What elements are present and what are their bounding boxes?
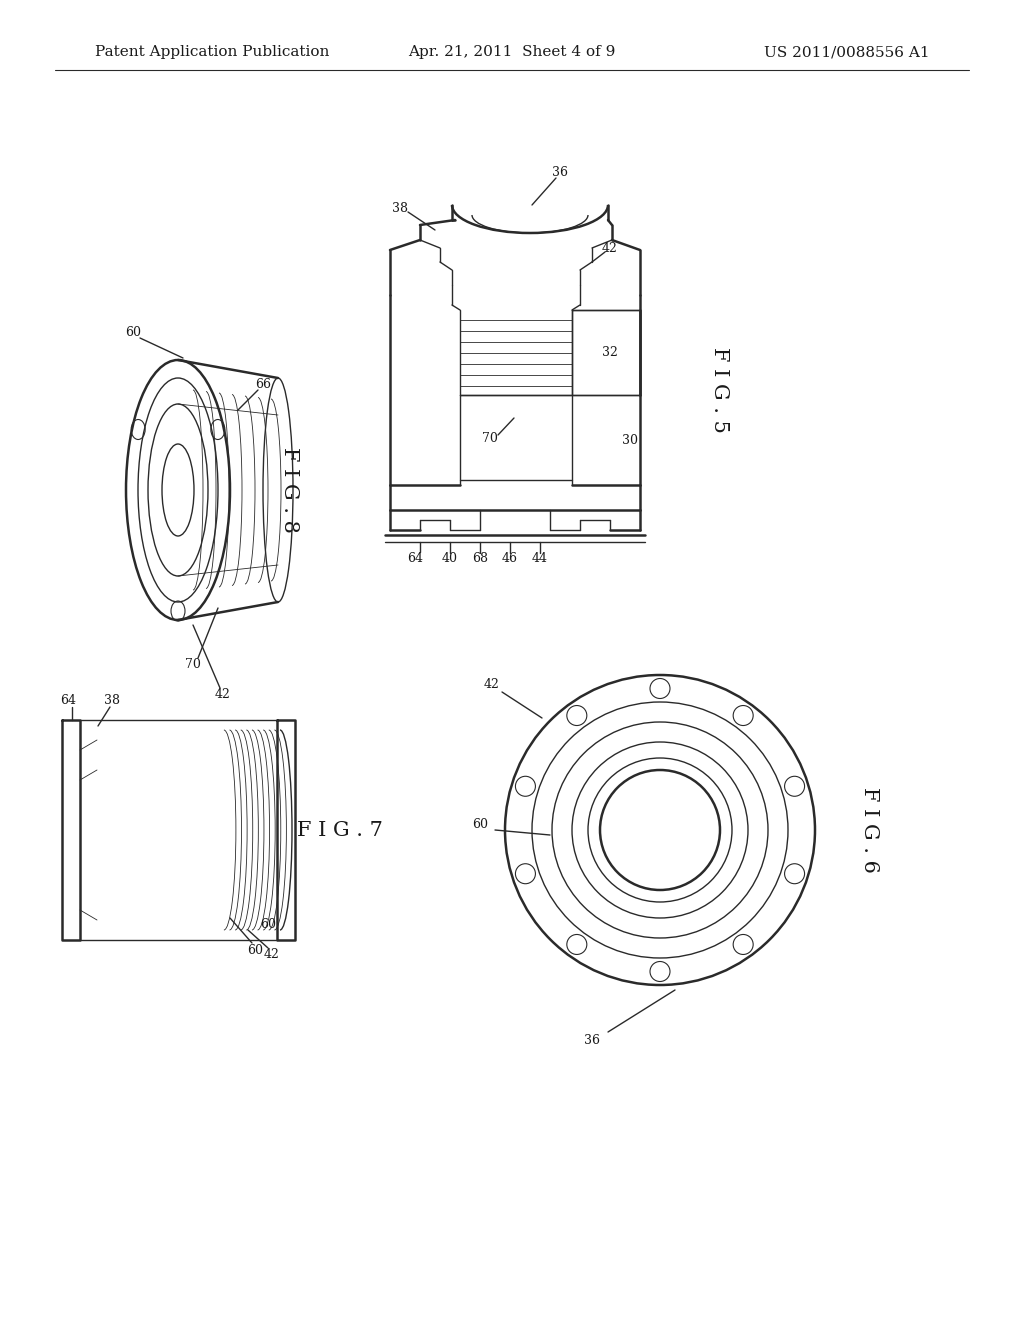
Text: 40: 40: [442, 552, 458, 565]
Text: 42: 42: [602, 242, 617, 255]
Text: 42: 42: [215, 689, 231, 701]
Text: 60: 60: [260, 919, 276, 932]
Text: 68: 68: [472, 552, 488, 565]
Text: 60: 60: [247, 944, 263, 957]
Text: 70: 70: [185, 659, 201, 672]
Text: 60: 60: [125, 326, 141, 338]
Text: 44: 44: [532, 552, 548, 565]
Text: 30: 30: [622, 433, 638, 446]
Text: 38: 38: [104, 693, 120, 706]
Text: F I G . 7: F I G . 7: [297, 821, 383, 840]
Text: 38: 38: [392, 202, 408, 214]
Text: 42: 42: [264, 949, 280, 961]
Text: 32: 32: [602, 346, 617, 359]
Text: F I G . 6: F I G . 6: [860, 787, 880, 873]
Text: 36: 36: [552, 165, 568, 178]
Text: 64: 64: [407, 552, 423, 565]
Text: US 2011/0088556 A1: US 2011/0088556 A1: [764, 45, 930, 59]
Text: 70: 70: [482, 432, 498, 445]
Text: 64: 64: [60, 693, 76, 706]
Text: F I G . 8: F I G . 8: [281, 447, 299, 533]
Text: 36: 36: [584, 1034, 600, 1047]
Text: 46: 46: [502, 552, 518, 565]
Text: 60: 60: [472, 818, 488, 832]
Text: 42: 42: [484, 678, 500, 692]
Text: F I G . 5: F I G . 5: [711, 347, 729, 433]
Text: Apr. 21, 2011  Sheet 4 of 9: Apr. 21, 2011 Sheet 4 of 9: [409, 45, 615, 59]
Text: Patent Application Publication: Patent Application Publication: [95, 45, 330, 59]
Text: 66: 66: [255, 379, 271, 392]
